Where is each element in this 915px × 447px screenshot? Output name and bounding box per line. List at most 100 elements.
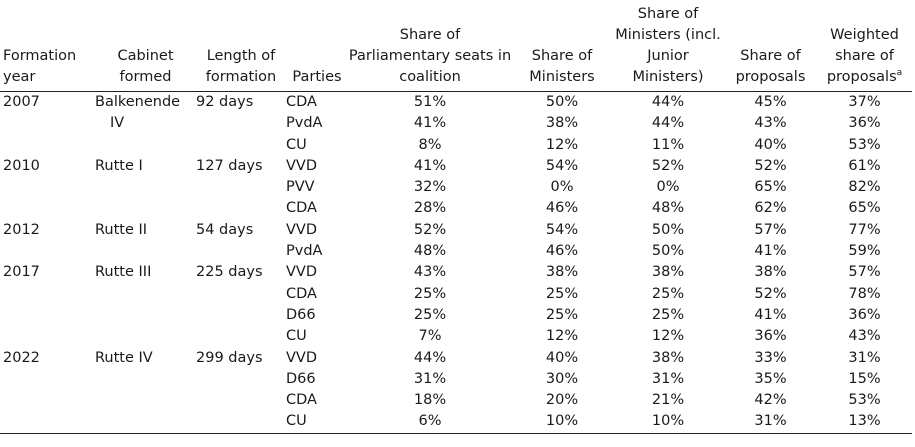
proposals-cell: 41% xyxy=(754,243,787,260)
ministers-cell: 46% xyxy=(545,200,579,217)
table-row: 2007 Balkenende IV 92 days CDA 51% 50% 44% 45% 37… xyxy=(0,92,912,131)
party-cell: CDA xyxy=(286,392,317,409)
ministers-junior-cell: 52% xyxy=(651,157,685,174)
party-cell: CU xyxy=(286,136,307,153)
weighted-cell: 59% xyxy=(848,243,881,260)
formation-year-cell: 2007 xyxy=(3,94,40,110)
weighted-cell: 53% xyxy=(848,136,881,153)
seats-cell: 44% xyxy=(413,349,447,366)
seats-cell: 28% xyxy=(413,200,447,217)
cabinet-cell: Rutte I xyxy=(95,156,196,220)
proposals-cell: 62% xyxy=(754,200,787,217)
table-row: PvdA 48% 46% 50% 41% 59% xyxy=(0,241,912,262)
table-row: PvdA 41% 38% 44% 43% 36% xyxy=(0,113,912,134)
weighted-cell: 37% xyxy=(848,94,881,110)
seats-cell: 25% xyxy=(413,306,447,323)
formation-year-cell: 2010 xyxy=(3,157,40,174)
proposals-cell: 33% xyxy=(754,349,787,366)
weighted-cell: 36% xyxy=(848,115,881,132)
table-row: 2010 Rutte I 127 days VVD 41% 54% 52% 52% 61% xyxy=(0,156,912,177)
weighted-cell: 65% xyxy=(848,200,881,217)
seats-cell: 51% xyxy=(413,94,447,110)
weighted-cell: 36% xyxy=(848,306,881,323)
ministers-cell: 40% xyxy=(545,349,579,366)
ministers-cell: 20% xyxy=(545,392,579,409)
ministers-cell: 12% xyxy=(545,136,579,153)
party-cell: CDA xyxy=(286,285,317,302)
proposals-cell: 38% xyxy=(754,264,787,281)
ministers-junior-cell: 12% xyxy=(651,328,685,345)
weighted-cell: 13% xyxy=(848,413,881,430)
ministers-cell: 54% xyxy=(545,157,579,174)
party-cell: D66 xyxy=(286,370,316,387)
table-row: CDA 25% 25% 25% 52% 78% xyxy=(0,284,912,305)
ministers-cell: 25% xyxy=(545,285,579,302)
party-cell: VVD xyxy=(286,264,318,281)
party-cell: VVD xyxy=(286,221,318,238)
ministers-junior-cell: 38% xyxy=(651,349,685,366)
weighted-cell: 78% xyxy=(848,285,881,302)
ministers-junior-cell: 10% xyxy=(651,413,685,430)
ministers-cell: 46% xyxy=(545,243,579,260)
header-ministers: Share of Ministers xyxy=(529,48,595,85)
table-row: D66 31% 30% 31% 35% 15% xyxy=(0,369,912,390)
ministers-cell: 12% xyxy=(545,328,579,345)
cabinet-name: Rutte III xyxy=(95,264,152,281)
coalition-table: Formation year Cabinet formed Length of … xyxy=(0,4,912,434)
header-row: Formation year Cabinet formed Length of … xyxy=(0,4,912,92)
table-body: 2007 Balkenende IV 92 days CDA 51% 50% 44% 45% 37… xyxy=(0,92,912,434)
weighted-cell: 57% xyxy=(848,264,881,281)
ministers-junior-cell: 25% xyxy=(651,285,685,302)
cabinet-cell: Rutte IV xyxy=(95,348,196,434)
header-length: Length of formation xyxy=(205,48,277,85)
cabinet-cell: Rutte II xyxy=(95,220,196,263)
ministers-cell: 25% xyxy=(545,306,579,323)
proposals-cell: 65% xyxy=(754,179,787,196)
seats-cell: 32% xyxy=(413,179,447,196)
seats-cell: 41% xyxy=(413,115,447,132)
cabinet-name: Balkenende xyxy=(95,94,181,110)
seats-cell: 18% xyxy=(413,392,447,409)
ministers-cell: 54% xyxy=(545,221,579,238)
formation-year-cell: 2017 xyxy=(3,264,40,281)
proposals-cell: 41% xyxy=(754,306,787,323)
proposals-cell: 52% xyxy=(754,157,787,174)
proposals-cell: 57% xyxy=(754,221,787,238)
party-cell: PvdA xyxy=(286,243,323,260)
weighted-cell: 82% xyxy=(848,179,881,196)
table-row: 2017 Rutte III 225 days VVD 43% 38% 38% 38% 57% xyxy=(0,262,912,283)
table-row: CU 6% 10% 10% 31% 13% xyxy=(0,411,912,434)
header-weighted: Weighted share of proposalsa xyxy=(817,4,912,92)
table-row: 2022 Rutte IV 299 days VVD 44% 40% 38% 33% 31% xyxy=(0,348,912,369)
ministers-junior-cell: 0% xyxy=(656,179,680,196)
table-row: CDA 18% 20% 21% 42% 53% xyxy=(0,390,912,411)
weighted-cell: 15% xyxy=(848,370,881,387)
table-row: CDA 28% 46% 48% 62% 65% xyxy=(0,198,912,219)
proposals-cell: 35% xyxy=(754,370,787,387)
seats-cell: 41% xyxy=(413,157,447,174)
weighted-cell: 77% xyxy=(848,221,881,238)
party-cell: VVD xyxy=(286,349,318,366)
seats-cell: 8% xyxy=(418,136,442,153)
cabinet-name: Rutte II xyxy=(95,221,148,238)
cabinet-cell: Rutte III xyxy=(95,262,196,347)
weighted-cell: 61% xyxy=(848,157,881,174)
ministers-junior-cell: 44% xyxy=(651,115,685,132)
header-weighted-label: Weighted share of proposals xyxy=(826,27,899,85)
formation-length-cell: 54 days xyxy=(196,221,254,238)
header-cabinet: Cabinet formed xyxy=(117,48,174,85)
seats-cell: 31% xyxy=(413,370,447,387)
ministers-junior-cell: 48% xyxy=(651,200,685,217)
ministers-junior-cell: 31% xyxy=(651,370,685,387)
ministers-junior-cell: 11% xyxy=(651,136,685,153)
header-ministers-junior: Share of Ministers (incl. Junior Ministe… xyxy=(615,6,721,85)
party-cell: PVV xyxy=(286,179,315,196)
header-proposals: Share of proposals xyxy=(735,48,806,85)
footnote-marker: a xyxy=(896,68,903,79)
party-cell: CU xyxy=(286,328,307,345)
proposals-cell: 36% xyxy=(754,328,787,345)
weighted-cell: 31% xyxy=(848,349,881,366)
formation-length-cell: 225 days xyxy=(196,264,263,281)
ministers-cell: 38% xyxy=(545,115,579,132)
ministers-junior-cell: 44% xyxy=(651,94,685,110)
